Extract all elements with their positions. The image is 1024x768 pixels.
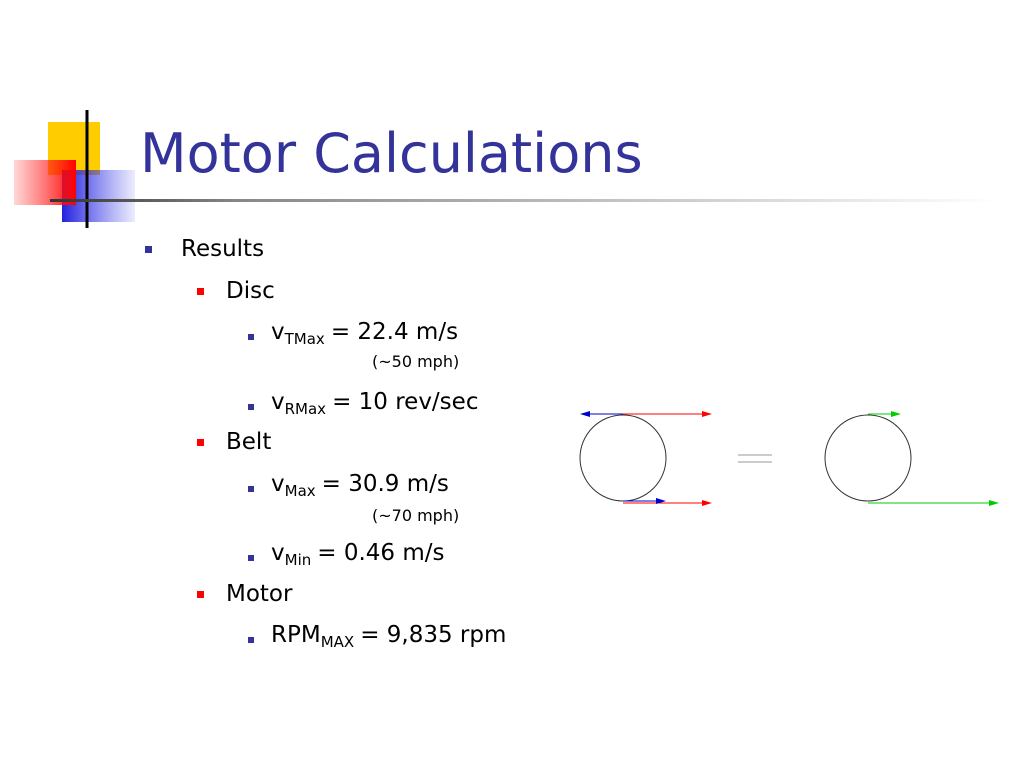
value: = 30.9 m/s [321, 471, 449, 497]
note: (~50 mph) [372, 352, 460, 371]
disc [579, 414, 667, 502]
bullet-text: Results [181, 236, 265, 262]
value: = 22.4 m/s [330, 319, 459, 345]
symbol: v [271, 471, 285, 497]
bullet [197, 288, 204, 295]
horizontal-rule [50, 199, 1000, 202]
value: = 0.46 m/s [317, 540, 445, 566]
bullet [197, 439, 204, 446]
subscript: MAX [320, 633, 355, 651]
symbol: RPM [271, 622, 321, 648]
bullet [248, 334, 254, 340]
bullet-text: Belt [226, 429, 272, 455]
red-square [14, 160, 76, 205]
bullet-text: Disc [226, 278, 275, 304]
arrowhead [702, 411, 712, 417]
bullet [248, 555, 254, 561]
subscript: Min [284, 551, 312, 569]
disc [824, 414, 912, 502]
value: = 10 rev/sec [332, 389, 479, 415]
arrowhead [580, 411, 590, 417]
subscript: RMax [284, 400, 327, 418]
disc-diagram [579, 411, 999, 506]
bullet [248, 637, 254, 643]
bullet [248, 404, 254, 410]
arrowhead [891, 411, 901, 417]
bullet [145, 246, 152, 253]
slide-title: Motor Calculations [140, 122, 643, 185]
subscript: TMax [284, 330, 325, 348]
value: = 9,835 rpm [360, 622, 507, 648]
arrowhead [656, 498, 666, 504]
arrowhead [702, 500, 712, 506]
bullet-text: RPMMAX = 9,835 rpm [271, 620, 506, 657]
arrowhead [989, 500, 999, 506]
subscript: Max [284, 482, 316, 500]
symbol: v [271, 319, 285, 345]
bullet [197, 591, 204, 598]
bullet-text: vRMax = 10 rev/sec [271, 387, 478, 424]
bullet-text: Motor [226, 581, 293, 607]
bullet-text: vMax = 30.9 m/s [271, 469, 449, 506]
bullet-text: vMin = 0.46 m/s [271, 538, 445, 575]
symbol: v [271, 389, 285, 415]
bullet [248, 486, 254, 492]
note: (~70 mph) [372, 506, 460, 525]
symbol: v [271, 540, 285, 566]
bullet-text: vTMax = 22.4 m/s [271, 317, 458, 354]
